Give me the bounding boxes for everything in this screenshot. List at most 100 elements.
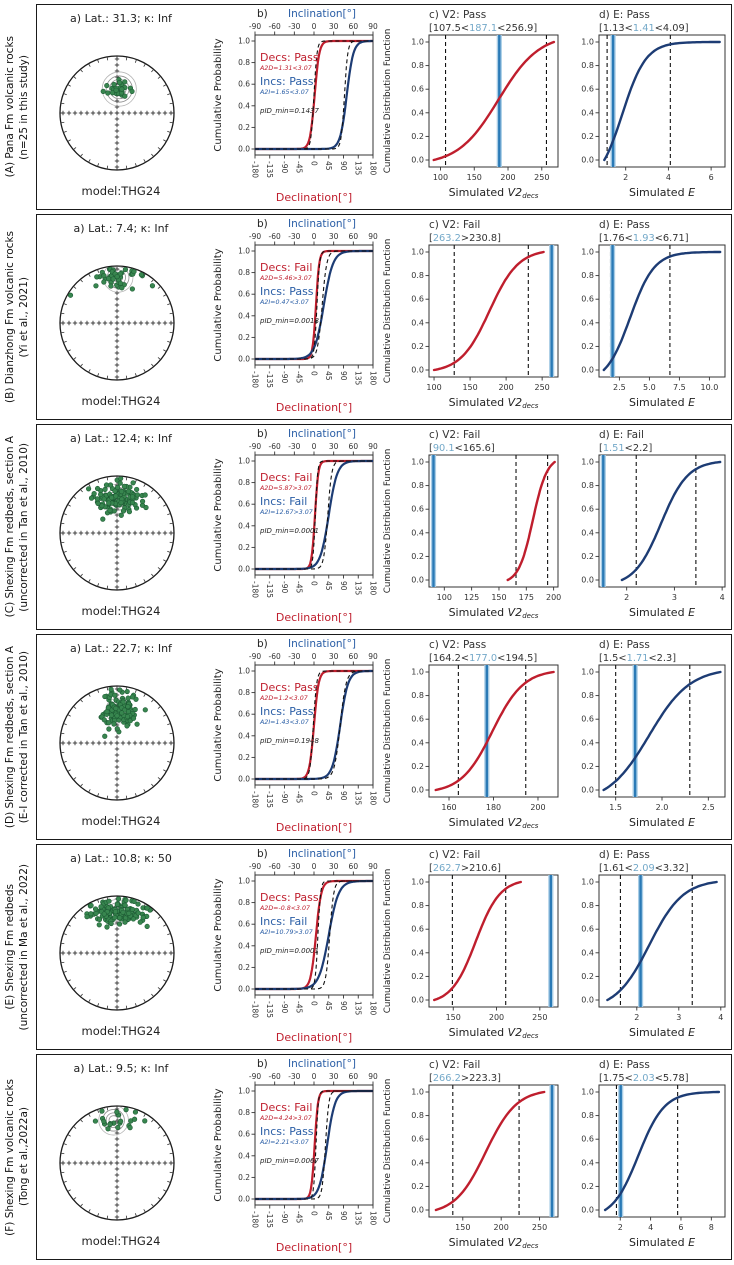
v2-cdf-plot: c) V2: Fail [90.1<165.6] 0.0 0.2 0.4 0.6 0.8 1.… <box>383 429 561 620</box>
bottom-tick-label: 135 <box>354 581 363 596</box>
panel-frame <box>598 34 726 168</box>
stereonet-data-points <box>84 896 153 930</box>
inclination-model-curve <box>255 460 373 570</box>
y-tick-label: 0.0 <box>238 565 250 574</box>
y-tick-label: 0.2 <box>581 972 594 981</box>
y-tick-label: 0.0 <box>238 145 250 154</box>
bottom-tick-label: 45 <box>324 371 333 381</box>
y-tick-label: 0.4 <box>238 521 250 530</box>
incs-status-text: Incs: Pass <box>260 705 314 718</box>
e-cdf-plot: d) E: Pass [1.61<2.09<3.32] 0.0 0.2 0.4 0.6 0.… <box>581 849 726 1039</box>
y-tick-label: 0.6 <box>581 715 594 724</box>
stereonet-edge-ticks <box>60 1106 174 1220</box>
declination-inclination-cdf-plot: b) Inclination[°] -90 -60 -30 0 30 60 90 -180 -135… <box>213 1058 378 1254</box>
y-tick-label: 0.6 <box>238 710 250 719</box>
top-tick-label: 0 <box>312 22 317 31</box>
y-tick-label: 0.4 <box>411 948 424 957</box>
inclination-model-curve <box>255 40 373 150</box>
cumulative-probability-axis-label: Cumulative Probability <box>213 248 224 361</box>
row-label-E: (E) Shexing Fm redbeds (uncorrected in Ma… <box>0 844 36 1050</box>
v2-test-title: c) V2: Pass <box>429 9 486 21</box>
cumulative-probability-axis-label: Cumulative Probability <box>213 668 224 781</box>
panel-b-corner-label: b) <box>257 218 268 230</box>
bottom-tick-label: -45 <box>295 1001 304 1013</box>
y-tick-label: 1.0 <box>411 1088 424 1097</box>
panel-b-corner-label: b) <box>257 8 268 20</box>
x-tick-label: 3 <box>676 1013 681 1022</box>
x-tick-label: 150 <box>467 173 482 182</box>
figure-row-F: (F) Shexing Fm volcanic rocks (Tong et al… <box>0 1054 732 1260</box>
declination-axis-label: Declination[°] <box>276 821 352 834</box>
declination-inclination-cdf-plot: b) Inclination[°] -90 -60 -30 0 30 60 90 -180 -135… <box>213 8 378 204</box>
y-tick-label: 1.0 <box>411 878 424 887</box>
y-tick-label: 0.4 <box>238 1151 250 1160</box>
bottom-tick-label: -180 <box>250 161 259 178</box>
x-tick-label: 2.0 <box>656 803 669 812</box>
bottom-tick-label: -90 <box>280 1001 289 1013</box>
stereonet-model-label: model:THG24 <box>82 394 161 408</box>
cumulative-probability-axis-label: Cumulative Probability <box>213 1088 224 1201</box>
bottom-tick-label: 180 <box>368 791 377 806</box>
bottom-tick-label: 135 <box>354 1001 363 1016</box>
bottom-tick-label: 90 <box>339 581 348 591</box>
bottom-tick-label: 45 <box>324 1211 333 1221</box>
top-tick-label: 30 <box>329 1072 339 1081</box>
e-test-title: d) E: Pass <box>599 9 650 21</box>
y-tick-label: 1.0 <box>581 38 594 47</box>
declination-model-curve <box>255 250 373 360</box>
x-tick-label: 100 <box>426 383 441 392</box>
x-tick-label: 5.0 <box>643 383 656 392</box>
y-tick-label: 0.8 <box>581 1111 594 1120</box>
cdf-axis-label: Cumulative Distribution Function <box>383 449 393 594</box>
y-tick-label: 1.0 <box>581 668 594 677</box>
row-panel-box: a) Lat.: 31.3; κ: Inf model:THG24 b) Inclin… <box>36 4 732 210</box>
top-tick-label: 90 <box>368 1072 378 1081</box>
x-tick-label: 4 <box>720 593 725 602</box>
x-tick-label: 4 <box>718 1013 723 1022</box>
top-tick-label: 30 <box>329 862 339 871</box>
row-label-line: (B) Dianzhong Fm volcanic rocks <box>4 231 17 403</box>
stereonet-data-points <box>67 266 156 298</box>
bottom-tick-label: -135 <box>265 791 274 808</box>
y-tick-label: 0.8 <box>238 1108 250 1117</box>
y-tick-label: 0.6 <box>411 505 424 514</box>
simulated-e-cdf-curve <box>603 1090 721 1212</box>
y-tick-label: 0.8 <box>238 898 250 907</box>
decs-status-text: Decs: Pass <box>260 51 319 64</box>
bottom-tick-label: -135 <box>265 161 274 178</box>
bottom-tick-label: -180 <box>250 791 259 808</box>
simulated-v2-axis-label: Simulated V2decs <box>449 396 539 410</box>
y-tick-label: 0.0 <box>238 1195 250 1204</box>
top-tick-label: 90 <box>368 862 378 871</box>
y-tick-label: 0.2 <box>581 342 594 351</box>
y-tick-label: 0.0 <box>581 996 594 1005</box>
v2-cdf-plot: c) V2: Fail [263.2>230.8] 0.0 0.2 0.4 0.6 0.8 1… <box>383 219 559 410</box>
simulated-v2-cdf-curve <box>433 880 522 1002</box>
y-tick-label: 0.2 <box>411 552 424 561</box>
v2-test-title: c) V2: Fail <box>429 429 480 441</box>
simulated-e-axis-label: Simulated E <box>629 396 695 409</box>
figure-row-D: (D) Shexing Fm redbeds, section A (E-I co… <box>0 634 732 840</box>
incs-stat-text: A2I=1.43<3.07 <box>259 719 309 726</box>
simulated-v2-cdf-curve <box>434 1090 546 1212</box>
y-tick-label: 0.0 <box>238 355 250 364</box>
x-tick-label: 250 <box>534 173 549 182</box>
row-label-F: (F) Shexing Fm volcanic rocks (Tong et al… <box>0 1054 36 1260</box>
row-label-line: (E-I corrected in Tan et al., 2010) <box>18 650 30 824</box>
stereonet-model-label: model:THG24 <box>82 1024 161 1038</box>
v2-bracket-values: [266.2>223.3] <box>429 1073 501 1084</box>
bottom-tick-label: -180 <box>250 581 259 598</box>
stereonet-title: a) Lat.: 12.4; κ: Inf <box>70 432 173 445</box>
y-tick-label: 0.6 <box>411 85 424 94</box>
y-tick-label: 0.4 <box>581 108 594 117</box>
e-bracket-values: [1.13<1.41<4.09] <box>599 23 689 34</box>
y-tick-label: 1.0 <box>238 1087 250 1096</box>
inclination-axis-label: Inclination[°] <box>288 8 356 20</box>
y-tick-label: 1.0 <box>238 247 250 256</box>
v2-bracket-values: [164.2<177.0<194.5] <box>429 653 537 664</box>
x-tick-label: 100 <box>437 593 452 602</box>
stereonet-data-points <box>100 76 135 99</box>
y-tick-label: 0.4 <box>581 738 594 747</box>
y-tick-label: 0.0 <box>411 786 424 795</box>
bottom-tick-label: 135 <box>354 371 363 386</box>
